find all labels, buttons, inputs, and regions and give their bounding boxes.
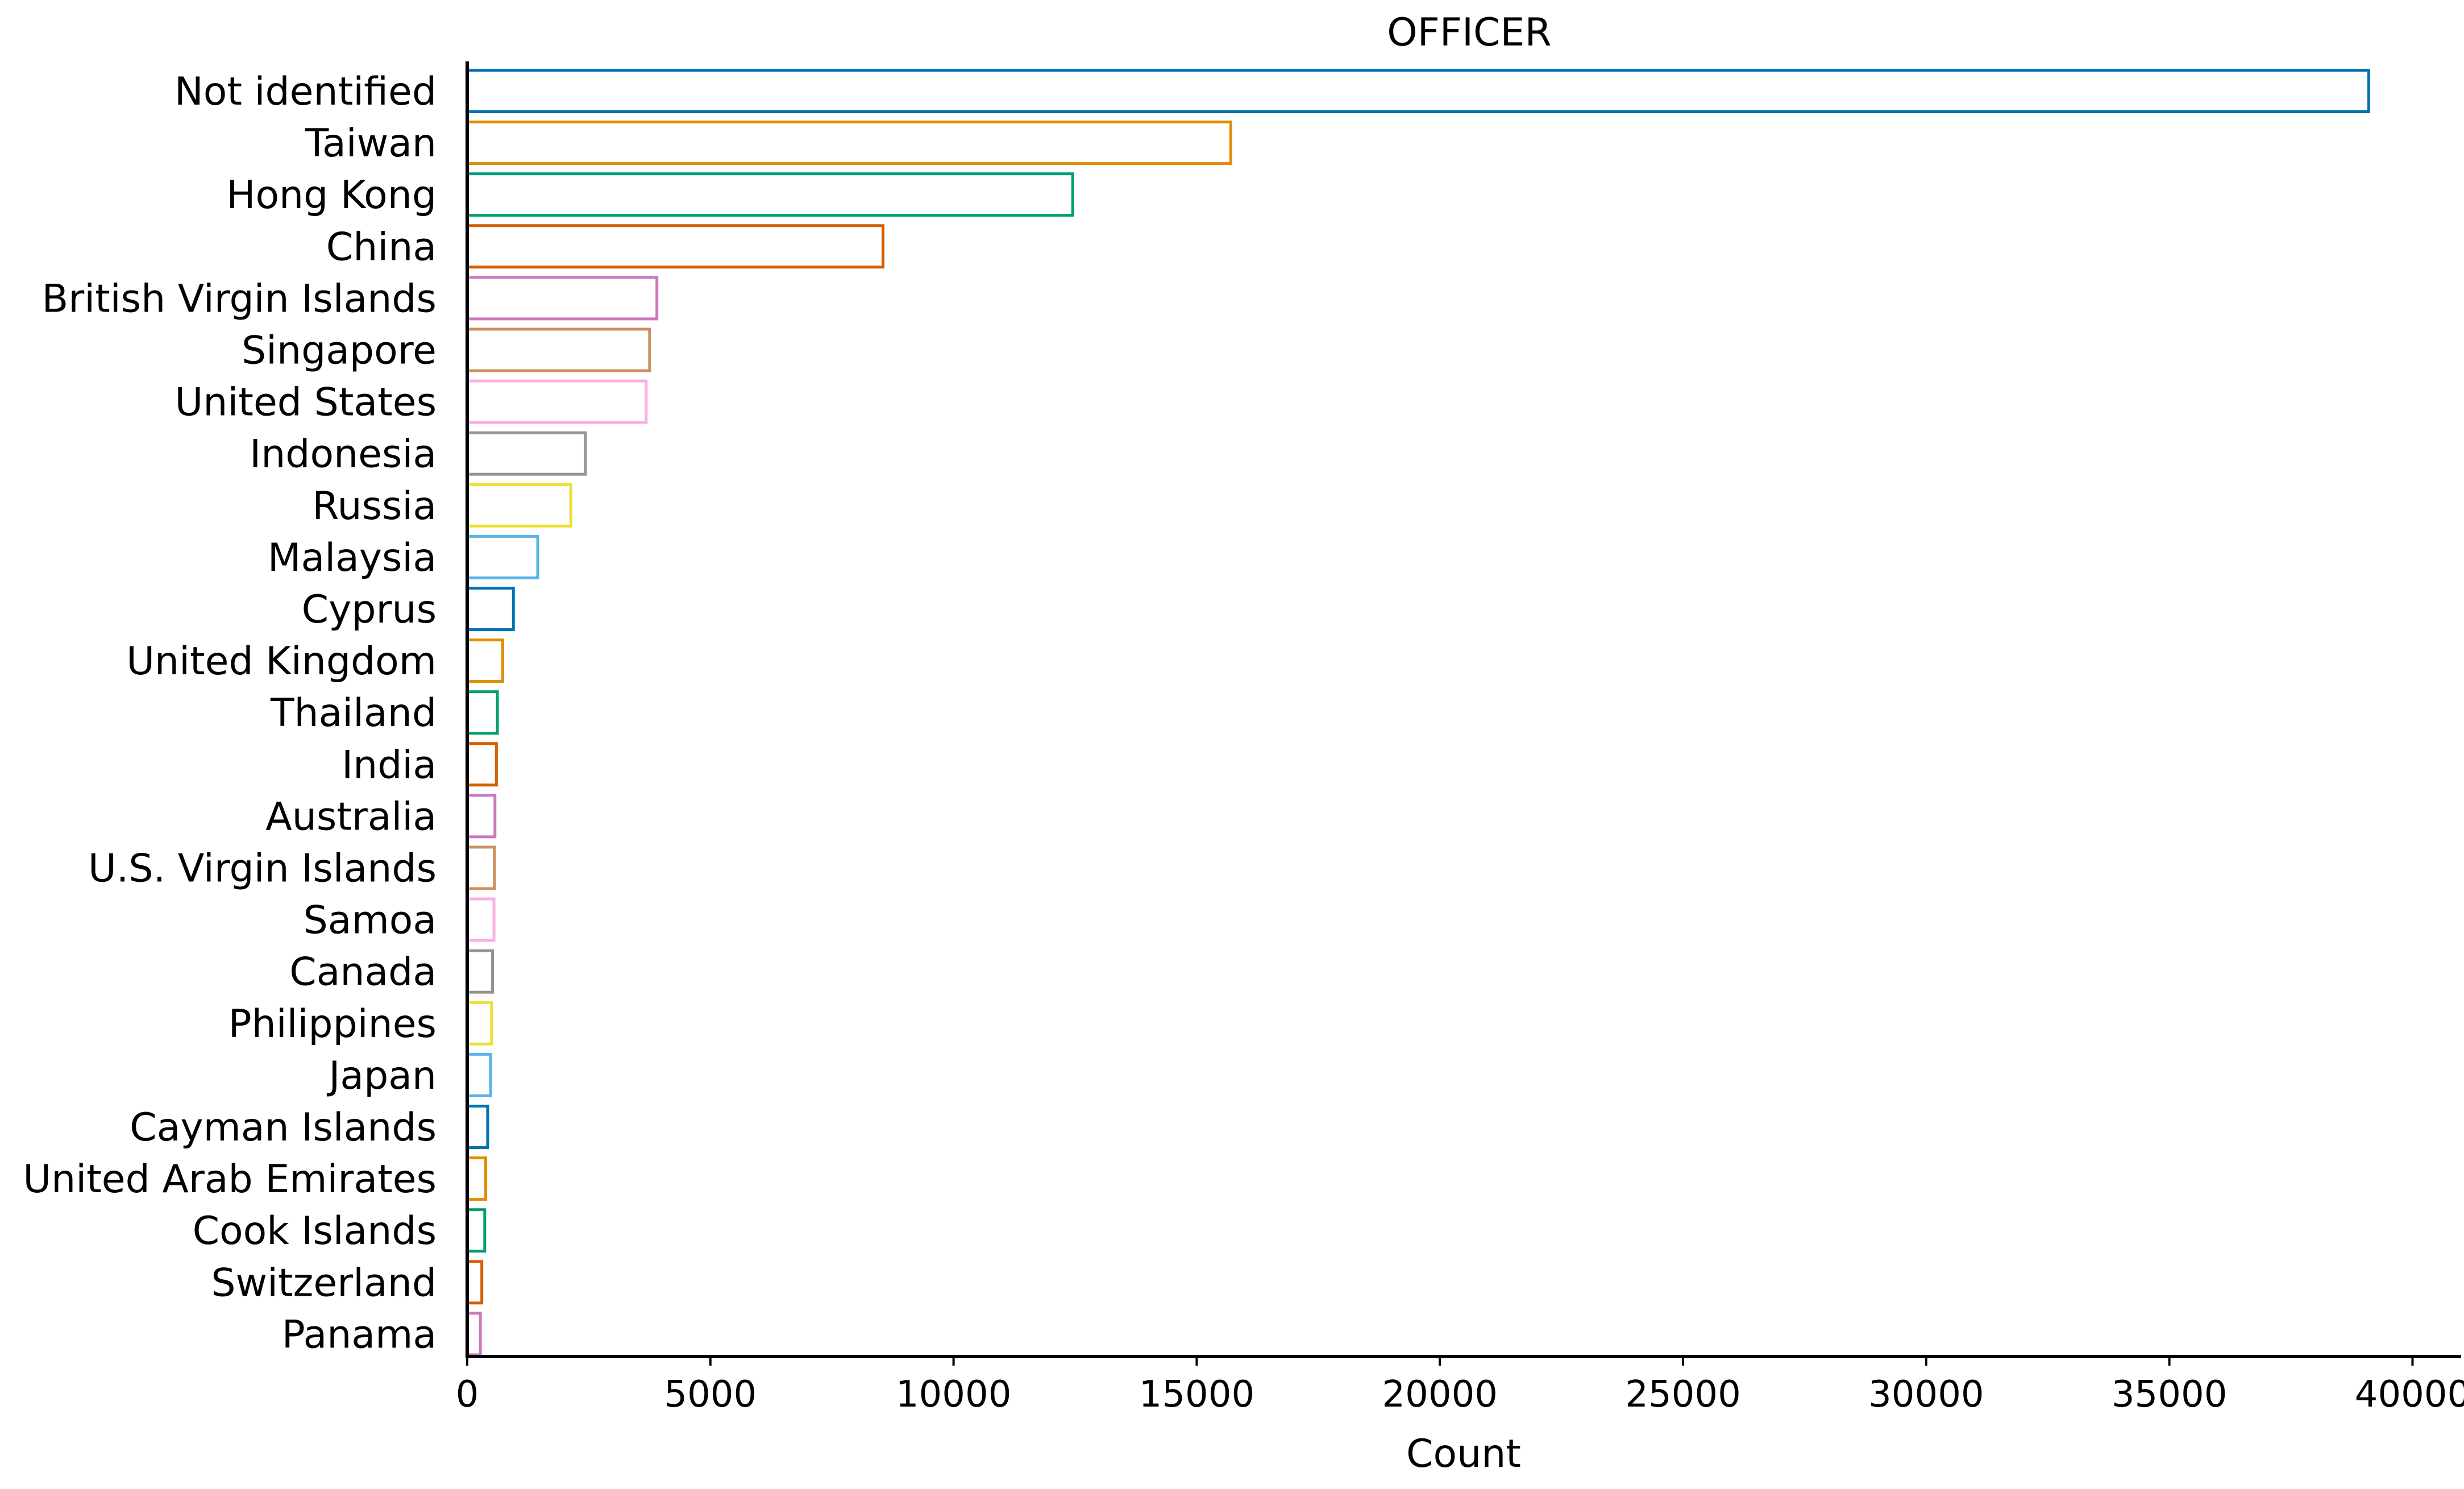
x-tick-label: 20000 [1382, 1374, 1498, 1416]
y-tick-label: Russia [312, 484, 437, 529]
x-tick-label: 5000 [664, 1374, 757, 1416]
x-tick-label: 15000 [1139, 1374, 1255, 1416]
y-tick-label: Taiwan [305, 121, 437, 166]
bars-layer [466, 69, 2370, 1357]
x-tick-label: 30000 [1868, 1374, 1984, 1416]
bar-malaysia [466, 534, 539, 579]
bar-switzerland [466, 1260, 484, 1305]
y-tick-label: Samoa [304, 898, 437, 943]
y-tick-label: Thailand [270, 691, 437, 736]
bar-hong-kong [466, 172, 1074, 217]
bar-russia [466, 483, 572, 528]
bar-not-identified [466, 69, 2370, 113]
y-tick-label: Indonesia [250, 432, 437, 477]
bar-united-kingdom [466, 638, 504, 683]
y-tick-label: Japan [326, 1054, 437, 1098]
x-tick-label: 0 [456, 1374, 479, 1416]
bar-cayman-islands [466, 1105, 489, 1149]
y-tick-label: Australia [265, 794, 437, 839]
bar-british-virgin-islands [466, 276, 659, 321]
y-tick-label: Cayman Islands [130, 1105, 437, 1150]
bar-japan [466, 1052, 492, 1097]
bar-united-states [466, 379, 648, 424]
bar-thailand [466, 690, 499, 735]
y-tick-label: Panama [282, 1312, 437, 1357]
y-tick-label: China [326, 225, 437, 269]
y-tick-label: Switzerland [211, 1260, 437, 1305]
bar-china [466, 224, 885, 269]
chart-title: OFFICER [1387, 10, 1552, 55]
y-tick-label: Cyprus [302, 587, 437, 632]
y-tick-label: Cook Islands [193, 1209, 437, 1254]
x-axis-label: Count [1406, 1432, 1521, 1476]
y-tick-label: United Arab Emirates [23, 1157, 437, 1202]
x-tick-label: 40000 [2355, 1374, 2464, 1416]
y-tick-label: United States [175, 380, 437, 425]
bar-india [466, 742, 498, 787]
x-tick-label: 10000 [896, 1374, 1012, 1416]
x-tick-label: 35000 [2112, 1374, 2228, 1416]
bar-u-s-virgin-islands [466, 845, 496, 890]
bar-singapore [466, 327, 651, 372]
y-tick-label: U.S. Virgin Islands [88, 847, 437, 891]
bar-panama [466, 1312, 482, 1357]
bar-samoa [466, 897, 496, 942]
x-tick-label: 25000 [1625, 1374, 1741, 1416]
y-tick-labels: Not identified Taiwan Hong Kong China Britis… [23, 69, 437, 1357]
y-tick-label: Not identified [174, 69, 437, 114]
bar-united-arab-emirates [466, 1156, 488, 1201]
x-ticks: 0 5000 10000 15000 20000 25000 30000 35000 40000 [456, 1357, 2464, 1416]
y-tick-label: British Virgin Islands [42, 276, 437, 321]
bar-indonesia [466, 431, 587, 476]
y-tick-label: Hong Kong [226, 173, 437, 218]
y-tick-label: India [342, 743, 437, 787]
bar-cyprus [466, 587, 515, 631]
bar-cook-islands [466, 1208, 487, 1253]
y-tick-label: United Kingdom [126, 639, 437, 684]
bar-taiwan [466, 121, 1232, 165]
y-tick-label: Philippines [228, 1002, 437, 1047]
bar-philippines [466, 1001, 493, 1046]
y-tick-label: Singapore [242, 329, 437, 374]
bar-canada [466, 949, 494, 994]
y-tick-label: Canada [289, 950, 437, 995]
y-tick-label: Malaysia [268, 536, 437, 580]
bar-australia [466, 794, 497, 839]
